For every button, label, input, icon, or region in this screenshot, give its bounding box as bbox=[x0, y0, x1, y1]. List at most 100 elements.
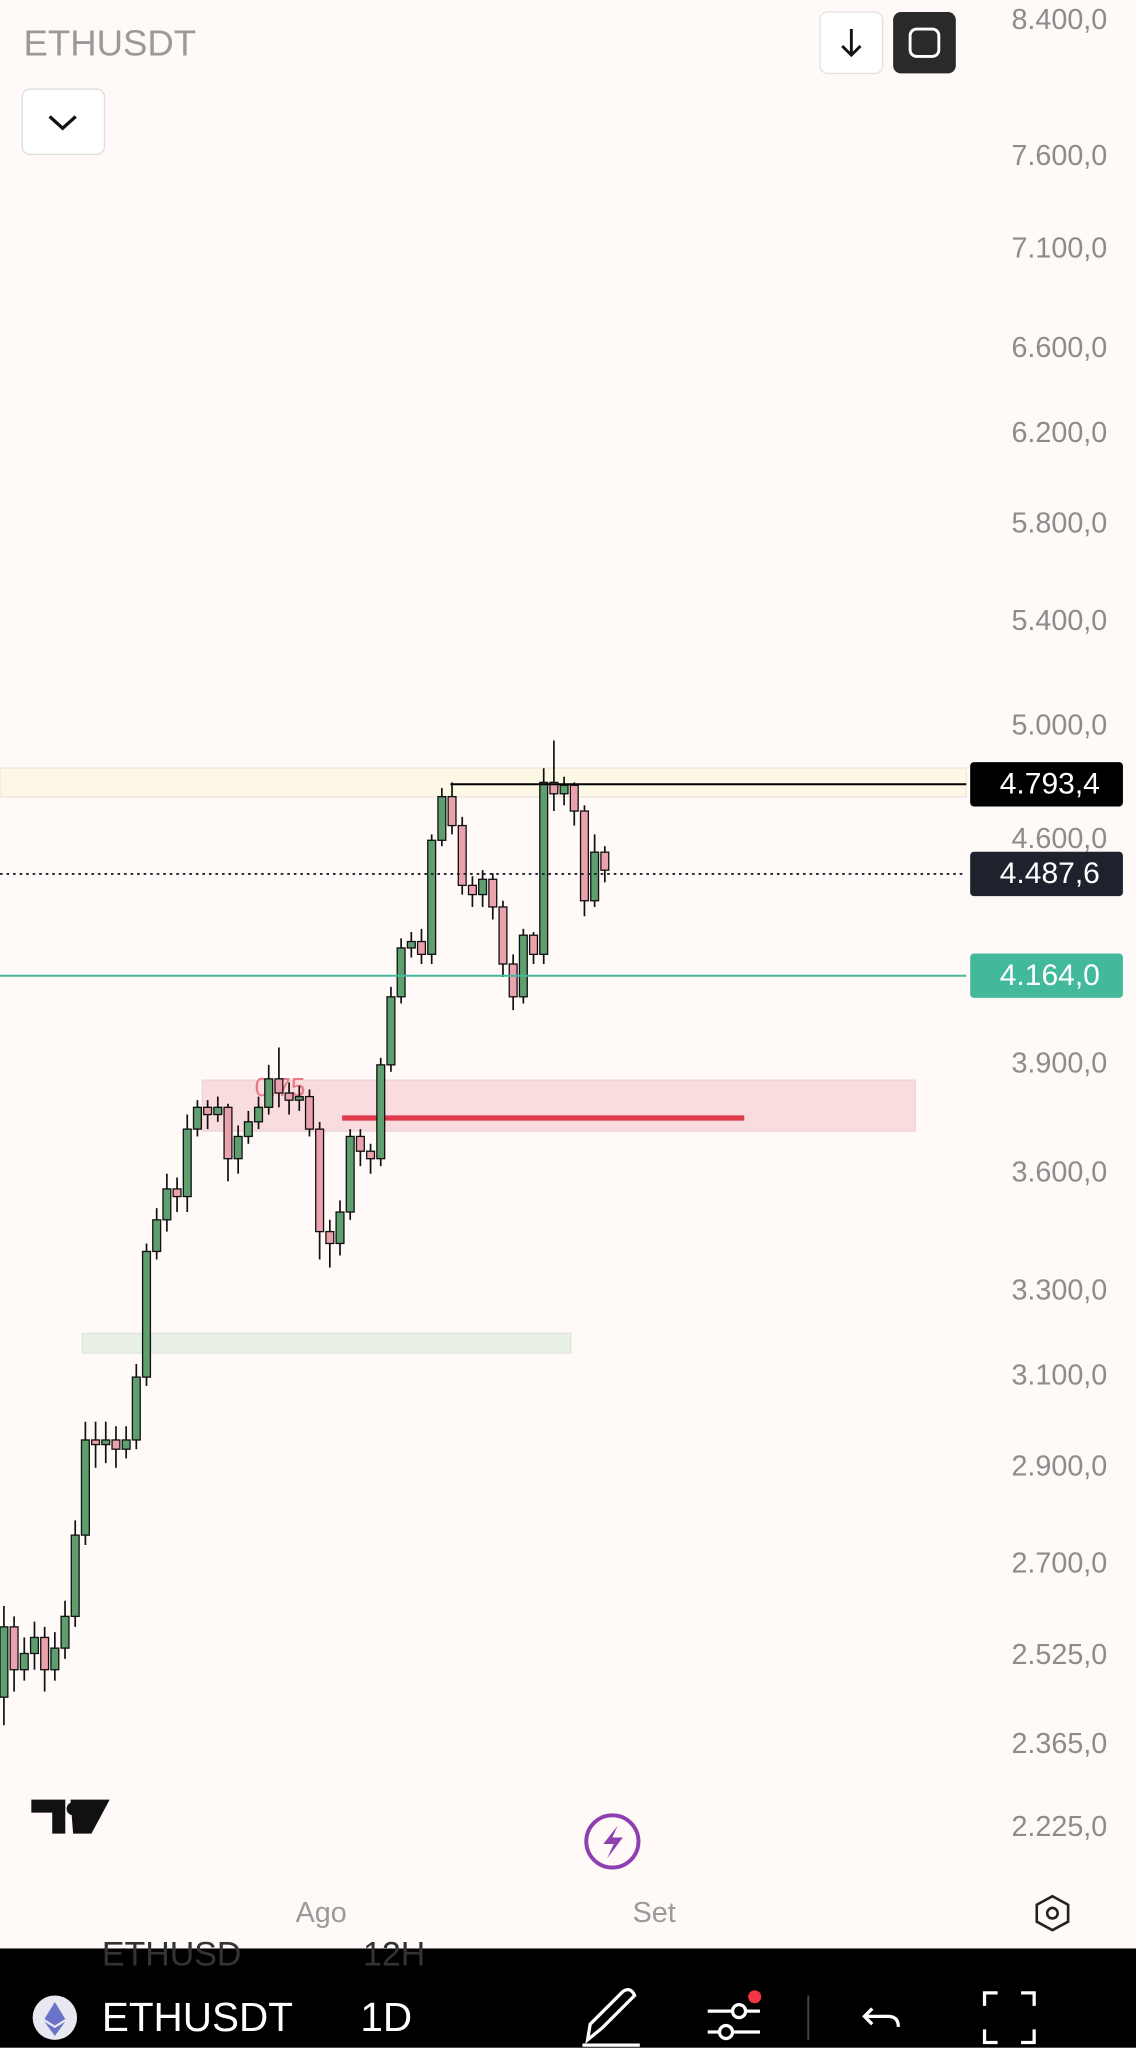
slider-knob bbox=[730, 2002, 748, 2020]
candle-body bbox=[304, 1095, 315, 1130]
candle-body bbox=[223, 1106, 233, 1160]
candle-body bbox=[366, 1150, 376, 1160]
candle-body bbox=[528, 934, 539, 955]
candle-body bbox=[213, 1106, 223, 1116]
candle-body bbox=[50, 1647, 60, 1671]
y-tick-label: 2.365,0 bbox=[1011, 1728, 1107, 1760]
arrow-down-icon bbox=[841, 29, 862, 58]
price-label: 4.487,6 bbox=[1000, 857, 1100, 890]
candle-body bbox=[467, 884, 477, 896]
candle-body bbox=[60, 1615, 70, 1649]
settings-icon bbox=[1045, 1906, 1059, 1920]
price-label-box bbox=[970, 762, 1123, 807]
candle-body bbox=[9, 1626, 19, 1671]
slider-knob bbox=[717, 2023, 735, 2041]
y-tick-label: 7.100,0 bbox=[1011, 232, 1107, 264]
y-tick-label: 3.600,0 bbox=[1011, 1156, 1107, 1188]
candle-body bbox=[437, 795, 447, 841]
candle-body bbox=[29, 1636, 40, 1655]
y-tick-label: 3.900,0 bbox=[1011, 1047, 1107, 1079]
settings-button[interactable] bbox=[1035, 1894, 1070, 1932]
candle-body bbox=[162, 1188, 172, 1221]
candle-body bbox=[325, 1230, 335, 1245]
candle-body bbox=[396, 947, 406, 998]
undo-button[interactable] bbox=[862, 2007, 900, 2027]
toolbar-interval[interactable]: 1D bbox=[360, 1994, 412, 2040]
y-tick-label: 4.600,0 bbox=[1011, 823, 1107, 855]
y-tick-label: 3.300,0 bbox=[1011, 1275, 1107, 1307]
price-label-box bbox=[970, 851, 1123, 897]
candle-body bbox=[172, 1188, 182, 1198]
notification-dot bbox=[748, 1990, 762, 2004]
y-tick-label: 2.700,0 bbox=[1011, 1548, 1107, 1580]
price-label-box bbox=[970, 953, 1123, 998]
candle-body bbox=[264, 1078, 274, 1108]
candle-body bbox=[182, 1128, 192, 1198]
eth-glyph bbox=[44, 2002, 66, 2036]
candle-body bbox=[559, 784, 569, 795]
candle-body bbox=[549, 781, 559, 795]
candle-body bbox=[478, 878, 488, 896]
price-label: 4.164,0 bbox=[1000, 959, 1100, 992]
candle-body bbox=[488, 878, 498, 908]
candle-body bbox=[335, 1211, 345, 1245]
dropdown-button[interactable] bbox=[21, 88, 106, 156]
y-tick-label: 2.525,0 bbox=[1011, 1639, 1107, 1671]
tv-logo-dot bbox=[66, 1802, 80, 1816]
candle-body bbox=[579, 810, 590, 902]
watermark-symbol: ETHUSD bbox=[102, 1935, 242, 1973]
y-tick-label: 2.225,0 bbox=[1011, 1811, 1107, 1843]
candle-body bbox=[233, 1135, 243, 1160]
candle-body bbox=[315, 1128, 325, 1233]
y-tick-label: 7.600,0 bbox=[1011, 140, 1107, 172]
candle-body bbox=[498, 906, 508, 965]
price-label: 4.793,4 bbox=[1000, 768, 1100, 801]
toolbar-symbol[interactable]: ETHUSDT bbox=[102, 1994, 293, 2040]
watermark-interval: 12H bbox=[363, 1935, 425, 1973]
y-tick-label: 3.100,0 bbox=[1011, 1360, 1107, 1392]
candle-body bbox=[121, 1439, 131, 1450]
candle-body bbox=[518, 934, 528, 998]
candle-body bbox=[376, 1064, 386, 1160]
x-tick-label: Ago bbox=[296, 1897, 347, 1929]
lightning-button[interactable] bbox=[584, 1813, 641, 1870]
candle-body bbox=[141, 1250, 152, 1378]
candle-body bbox=[91, 1439, 101, 1446]
candle-body bbox=[345, 1135, 355, 1213]
y-tick-label: 6.600,0 bbox=[1011, 332, 1107, 364]
lightning-icon bbox=[603, 1825, 623, 1859]
frame-icon bbox=[908, 27, 941, 58]
zone-yellow bbox=[0, 767, 967, 798]
y-tick-label: 5.800,0 bbox=[1011, 508, 1107, 540]
candle-body bbox=[590, 851, 600, 902]
candle-body bbox=[284, 1092, 294, 1101]
tv-logo bbox=[31, 1799, 110, 1834]
candle-body bbox=[508, 963, 518, 998]
candle-body bbox=[457, 824, 467, 887]
candle-body bbox=[19, 1652, 29, 1671]
expand-button[interactable] bbox=[982, 1991, 1036, 2045]
candle-body bbox=[539, 781, 549, 955]
candle-body bbox=[355, 1135, 365, 1152]
fullscreen-button[interactable] bbox=[893, 12, 956, 74]
candle-body bbox=[192, 1106, 202, 1130]
y-tick-label: 5.400,0 bbox=[1011, 605, 1107, 637]
x-tick-label: Set bbox=[633, 1897, 676, 1929]
candle-body bbox=[70, 1534, 80, 1618]
zone-pink bbox=[201, 1079, 916, 1132]
candle-body bbox=[131, 1376, 141, 1441]
candle-body bbox=[152, 1219, 162, 1253]
candle-body bbox=[386, 996, 396, 1066]
candle-body bbox=[111, 1439, 121, 1450]
y-tick-label: 5.000,0 bbox=[1011, 709, 1107, 741]
candle-body bbox=[569, 784, 579, 812]
candle-body bbox=[427, 839, 437, 955]
candle-body bbox=[294, 1095, 304, 1101]
candle-body bbox=[40, 1636, 50, 1671]
candle-body bbox=[80, 1439, 90, 1536]
candle-body bbox=[600, 851, 610, 871]
draw-button[interactable] bbox=[582, 1988, 640, 2047]
chevron-icon bbox=[48, 115, 77, 131]
